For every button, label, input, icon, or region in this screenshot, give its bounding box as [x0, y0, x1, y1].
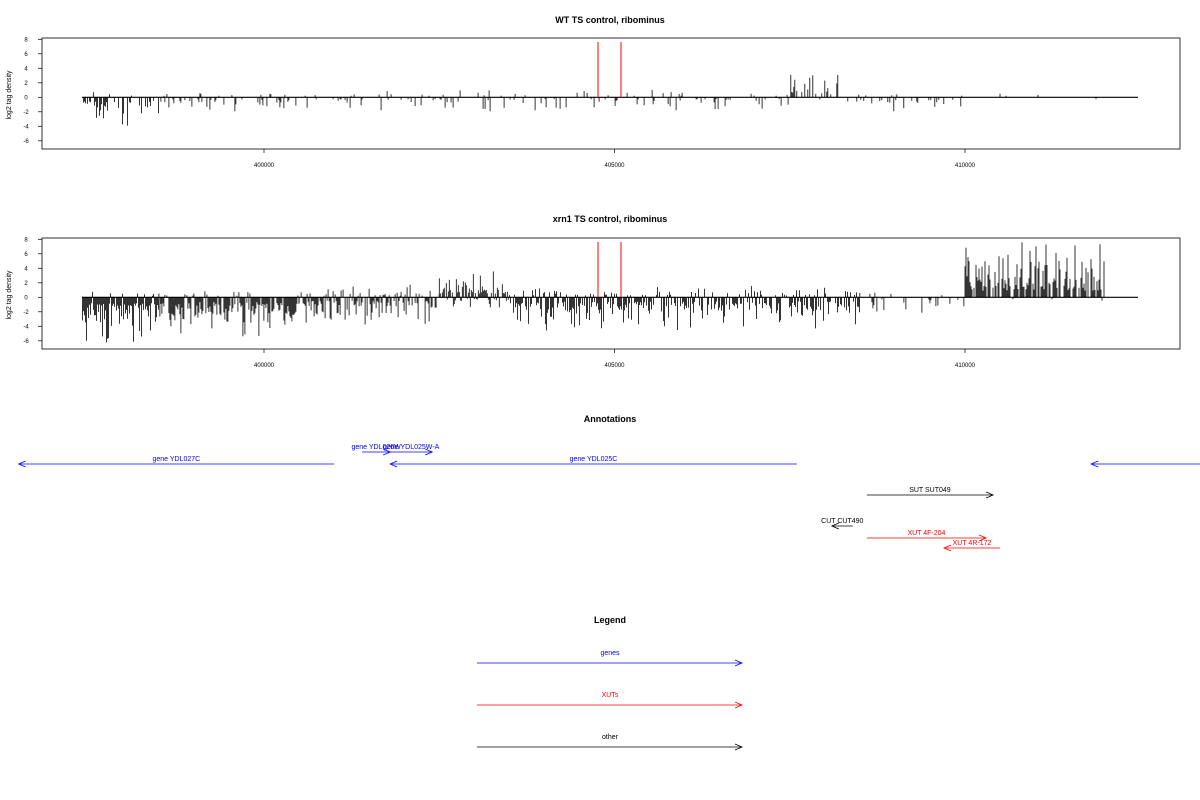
xrn1-panel: xrn1 TS control, ribominus log2 tag dens…	[6, 214, 1181, 369]
strand-arrowhead	[17, 460, 26, 468]
legend-arrowhead	[734, 701, 744, 709]
wt-panel-title: WT TS control, ribominus	[555, 15, 665, 25]
xrn1-x-ticks: 400000 405000 410000	[254, 349, 976, 369]
y-tick-label: -4	[23, 124, 29, 130]
y-tick-label: 6	[24, 52, 28, 58]
legend: Legend genes XUTs other	[477, 615, 744, 751]
annotation-feature: SUT SUT049	[866, 487, 995, 499]
strand-arrowhead	[425, 448, 434, 456]
annotations-title: Annotations	[584, 414, 637, 424]
strand-arrowhead	[985, 491, 995, 499]
strand-arrowhead	[830, 522, 839, 530]
xrn1-y-ticks: 8 6 4 2 0 -2 -4 -6	[23, 237, 42, 345]
wt-plot-frame	[41, 37, 1181, 150]
y-tick-label: -2	[23, 110, 29, 116]
legend-arrowhead	[734, 743, 744, 751]
xrn1-panel-title: xrn1 TS control, ribominus	[553, 214, 668, 224]
xrn1-plot-frame	[41, 237, 1181, 350]
annotation-feature: gene YDL025C	[389, 456, 797, 468]
feature-label: gene YDL025C	[570, 456, 618, 463]
feature-label: gene YDL027C	[153, 456, 201, 463]
strand-arrowhead	[942, 544, 952, 552]
annotation-feature: XUT 4F-204	[866, 530, 988, 542]
legend-label: XUTs	[602, 692, 619, 699]
y-tick-label: -2	[23, 310, 29, 316]
x-tick-label: 400000	[254, 363, 275, 369]
wt-x-ticks: 400000 405000 410000	[254, 149, 976, 169]
legend-entry: genes	[477, 650, 744, 667]
legend-label: genes	[600, 650, 620, 657]
annotation-feature: XUT 4R-172	[942, 540, 1001, 552]
y-tick-label: 4	[24, 66, 28, 72]
x-tick-label: 410000	[955, 163, 976, 169]
y-tick-label: 2	[24, 81, 28, 87]
feature-label: gene YDL026W	[352, 444, 402, 451]
strand-arrowhead	[389, 460, 398, 468]
legend-entries: genes XUTs other	[477, 650, 744, 751]
annotation-feature: CUT CUT490	[821, 518, 864, 530]
y-tick-label: -6	[23, 339, 29, 345]
xrn1-y-axis-label: log2 tag density	[6, 270, 13, 320]
x-tick-label: 400000	[254, 163, 275, 169]
y-tick-label: 4	[24, 266, 28, 272]
y-tick-label: -6	[23, 139, 29, 145]
feature-label: gene YDL025W-A	[383, 444, 439, 451]
feature-label: XUT 4R-172	[953, 540, 992, 547]
wt-y-axis-label: log2 tag density	[6, 70, 13, 120]
wt-y-ticks: 8 6 4 2 0 -2 -4 -6	[23, 37, 42, 145]
x-tick-label: 405000	[604, 163, 625, 169]
y-tick-label: 0	[24, 95, 28, 101]
annotations-track: Annotations gene YDL030Wgene YDL029Wgene…	[17, 414, 1200, 552]
legend-entry: XUTs	[477, 692, 744, 709]
y-tick-label: 6	[24, 252, 28, 258]
y-tick-label: 8	[24, 237, 28, 243]
x-tick-label: 405000	[604, 363, 625, 369]
strand-arrowhead	[978, 534, 988, 542]
annotation-feature: gene YDL025W-A	[383, 444, 440, 456]
feature-label: SUT SUT049	[909, 487, 951, 494]
legend-entry: other	[477, 734, 744, 751]
annotation-features: gene YDL030Wgene YDL029Wgene YDL028Cgene…	[17, 444, 1200, 552]
y-tick-label: -4	[23, 324, 29, 330]
strand-arrowhead	[1090, 460, 1099, 468]
x-tick-label: 410000	[955, 363, 976, 369]
feature-label: XUT 4F-204	[907, 530, 945, 537]
legend-label: other	[602, 734, 619, 741]
wt-tag-bars	[83, 74, 1097, 126]
y-tick-label: 2	[24, 281, 28, 287]
legend-arrowhead	[734, 659, 744, 667]
legend-title: Legend	[594, 615, 626, 625]
feature-label: CUT CUT490	[821, 518, 863, 525]
xrn1-tag-bars	[82, 242, 1105, 343]
y-tick-label: 8	[24, 37, 28, 43]
y-tick-label: 0	[24, 295, 28, 301]
annotation-feature: gene YDL024C	[1090, 460, 1200, 468]
annotation-feature: gene YDL027C	[17, 456, 335, 468]
wt-panel: WT TS control, ribominus log2 tag densit…	[6, 15, 1181, 169]
